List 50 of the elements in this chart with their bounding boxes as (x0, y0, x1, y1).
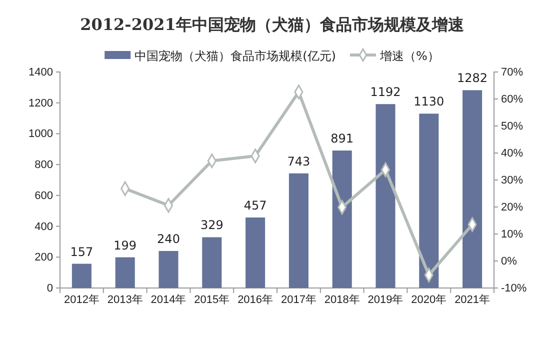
data-label: 1192 (370, 85, 401, 100)
y2-tick-label: 40% (501, 148, 524, 160)
y2-tick-label: 0% (501, 256, 518, 268)
y2-tick-label: 50% (501, 120, 524, 133)
data-label: 199 (114, 238, 137, 252)
x-tick-label: 2021年 (454, 294, 490, 306)
y-tick-label: 200 (34, 252, 53, 264)
x-tick-label: 2013年 (107, 294, 143, 306)
bar (419, 114, 439, 288)
y2-tick-label: 20% (501, 202, 524, 214)
bar (246, 217, 266, 288)
y-tick-label: 1200 (28, 97, 53, 110)
legend-label: 增速（%） (378, 49, 440, 63)
data-label: 157 (70, 244, 94, 259)
data-label: 891 (330, 132, 354, 146)
y2-tick-label: 10% (501, 228, 524, 241)
y2-tick-label: 70% (501, 66, 524, 79)
bar (332, 150, 352, 288)
bar (202, 237, 222, 288)
x-tick-label: 2015年 (194, 294, 230, 306)
bar (288, 173, 308, 288)
legend-label: 中国宠物（犬猫）食品市场规模(亿元) (134, 49, 336, 63)
data-label: 1282 (457, 71, 488, 86)
y-tick-label: 1000 (28, 128, 53, 140)
chart-title: 2012-2021年中国宠物（犬猫）食品市场规模及增速 (80, 15, 465, 34)
bar (462, 90, 482, 288)
y-tick-label: 1400 (28, 66, 53, 79)
y2-tick-label: -10% (501, 282, 527, 295)
y-tick-label: 600 (34, 190, 53, 202)
x-tick-label: 2018年 (324, 294, 360, 306)
data-label: 240 (157, 232, 180, 246)
x-tick-label: 2014年 (150, 294, 186, 306)
x-tick-label: 2012年 (64, 294, 100, 306)
data-label: 743 (287, 154, 310, 168)
x-tick-label: 2017年 (280, 294, 316, 306)
x-tick-label: 2019年 (368, 294, 404, 306)
data-label: 1130 (414, 94, 444, 109)
x-tick-label: 2020年 (411, 294, 447, 306)
data-label: 329 (200, 218, 224, 232)
y-tick-label: 800 (34, 159, 53, 172)
y-tick-label: 400 (34, 220, 53, 233)
y2-tick-label: 60% (501, 94, 524, 106)
data-label: 457 (244, 198, 267, 212)
bar (158, 250, 178, 288)
bar (72, 264, 92, 288)
x-tick-label: 2016年 (238, 294, 274, 306)
y2-tick-label: 30% (501, 174, 524, 187)
y-tick-label: 0 (46, 282, 53, 295)
bar (376, 104, 396, 288)
bar (115, 257, 135, 288)
